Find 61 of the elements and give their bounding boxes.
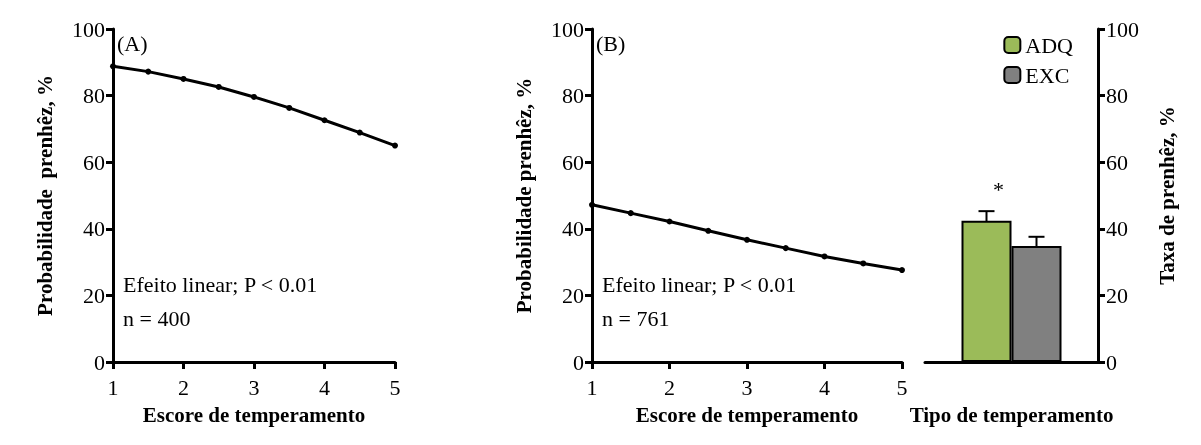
legend-label: EXC — [1025, 62, 1070, 88]
y-axis-title: Probabilidade prenhêz, % — [32, 75, 57, 316]
annotation: Efeito linear; P < 0.01 — [123, 271, 318, 297]
y-tick-label: 80 — [1106, 83, 1128, 109]
x-tick-label: 5 — [896, 374, 908, 400]
annotation: n = 761 — [602, 305, 670, 331]
y-tick-label: 60 — [562, 149, 584, 175]
x-tick-label: 2 — [664, 374, 675, 400]
y-tick-label: 0 — [573, 349, 584, 375]
x-tick-label: 1 — [586, 374, 598, 400]
x-tick-label: 2 — [178, 374, 189, 400]
x-axis-title: Escore de temperamento — [635, 402, 859, 427]
point — [215, 83, 222, 90]
legend-label: ADQ — [1025, 32, 1074, 58]
x-tick-label: 5 — [389, 374, 401, 400]
x-tick-label: 4 — [819, 374, 830, 400]
y-tick-label: 100 — [1106, 16, 1139, 42]
point — [860, 260, 867, 267]
y-tick-label: 40 — [1106, 216, 1128, 242]
point — [145, 68, 152, 75]
x-axis-title: Tipo de temperamento — [909, 403, 1114, 427]
point — [782, 245, 789, 252]
y-tick-label: 100 — [72, 16, 105, 42]
point — [110, 63, 116, 70]
point — [286, 104, 293, 111]
point — [392, 142, 398, 149]
point — [705, 227, 712, 234]
annotation: n = 400 — [123, 305, 191, 331]
point — [589, 201, 595, 208]
y-tick-label: 20 — [83, 282, 105, 308]
annotation: (A) — [117, 30, 148, 56]
y-tick-label: 100 — [551, 16, 584, 42]
y-axis-title: Probabilidade prenhêz, % — [511, 77, 536, 314]
x-tick-label: 3 — [248, 374, 260, 400]
y-tick-label: 0 — [1106, 349, 1117, 375]
annotation: * — [993, 176, 1004, 202]
point — [899, 267, 905, 274]
y-tick-label: 80 — [562, 83, 584, 109]
y-tick-label: 80 — [83, 83, 105, 109]
y-tick-label: 60 — [1106, 149, 1128, 175]
point — [321, 117, 328, 124]
annotation: Efeito linear; P < 0.01 — [602, 271, 797, 297]
x-tick-label: 3 — [741, 374, 753, 400]
point — [251, 93, 257, 100]
point — [744, 236, 750, 243]
y-tick-label: 0 — [94, 349, 105, 375]
y-tick-label: 20 — [1106, 282, 1128, 308]
x-axis-title: Escore de temperamento — [142, 402, 366, 427]
y-tick-label: 40 — [562, 216, 584, 242]
point — [821, 253, 828, 260]
x-tick-label: 4 — [319, 374, 330, 400]
point — [356, 129, 363, 136]
point — [627, 210, 634, 217]
y-tick-label: 20 — [562, 282, 584, 308]
x-tick-label: 1 — [107, 374, 119, 400]
point — [180, 75, 187, 82]
y-tick-label: 60 — [83, 149, 105, 175]
point — [666, 218, 673, 225]
annotation: (B) — [596, 30, 626, 56]
y-tick-label: 40 — [83, 216, 105, 242]
y-axis-title: Taxa de prenhêz, % — [1154, 106, 1179, 285]
